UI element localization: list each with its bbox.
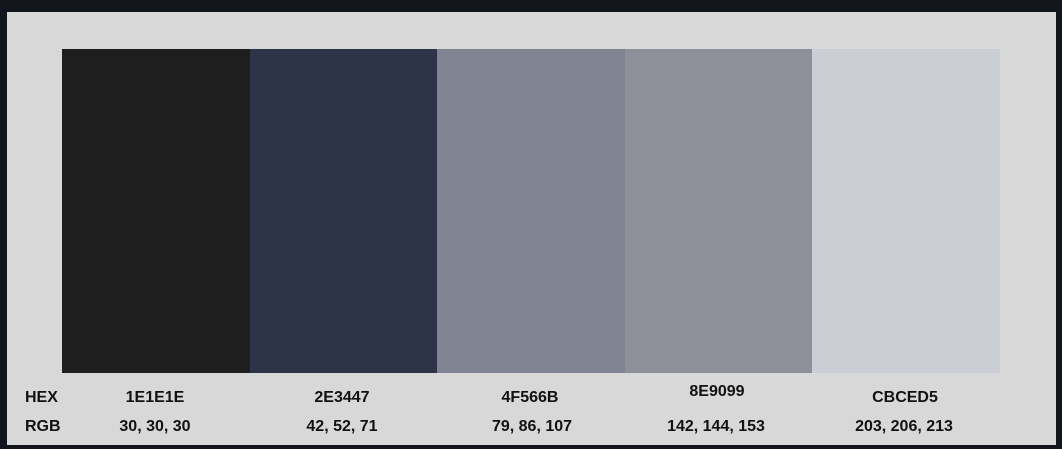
swatch-1 <box>62 49 250 373</box>
palette-panel: HEX RGB 1E1E1E 30, 30, 30 2E3447 42, 52,… <box>7 12 1056 445</box>
swatch-strip <box>62 49 1000 373</box>
hex-value-3: 4F566B <box>501 389 559 406</box>
rgb-value-2: 42, 52, 71 <box>306 418 378 435</box>
hex-row-label: HEX <box>25 389 58 406</box>
rgb-value-5: 203, 206, 213 <box>855 418 953 435</box>
swatch-2 <box>249 49 438 373</box>
rgb-value-1: 30, 30, 30 <box>119 418 191 435</box>
swatch-5 <box>812 49 1000 373</box>
swatch-3 <box>437 49 625 373</box>
swatch-4 <box>624 49 813 373</box>
hex-value-5: CBCED5 <box>872 389 938 406</box>
hex-value-4: 8E9099 <box>689 383 745 400</box>
hex-value-2: 2E3447 <box>314 389 370 406</box>
rgb-value-4: 142, 144, 153 <box>667 418 765 435</box>
rgb-row-label: RGB <box>25 418 61 435</box>
hex-value-1: 1E1E1E <box>125 389 185 406</box>
rgb-value-3: 79, 86, 107 <box>491 418 573 435</box>
